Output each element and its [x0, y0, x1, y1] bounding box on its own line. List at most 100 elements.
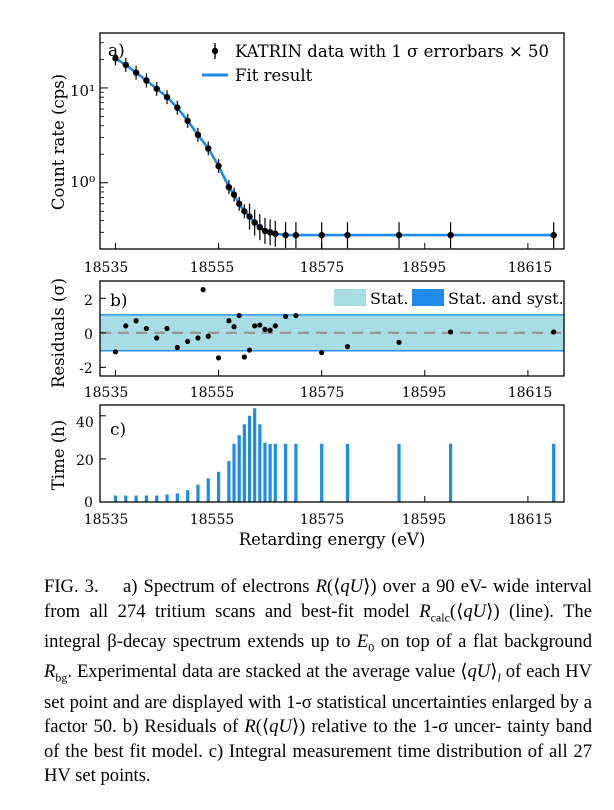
data-point — [395, 231, 403, 239]
time-bar — [186, 490, 190, 502]
caption-text: tainty band of the best fit model. c) In… — [44, 716, 592, 762]
stat-band — [100, 315, 564, 351]
panel-c-ytick-0: 0 — [84, 495, 93, 511]
caption-subscript: 0 — [368, 640, 375, 655]
time-bar — [144, 495, 148, 502]
caption-text: of each HV set point and — [44, 661, 592, 713]
panel-b-ytick-m2: -2 — [79, 361, 93, 377]
panel-b-label: b) — [110, 291, 128, 311]
residual-point — [123, 323, 129, 329]
time-bar — [206, 478, 210, 502]
panel-b-ytick-0: 0 — [84, 327, 93, 343]
residual-point — [267, 327, 273, 333]
time-bar — [258, 424, 262, 502]
panel-b-ylabel: Residuals (σ) — [49, 278, 68, 388]
time-bar — [247, 415, 252, 502]
time-bar — [448, 443, 453, 502]
panel-c-plot-area — [100, 408, 556, 503]
data-point — [132, 69, 140, 76]
data-point — [143, 77, 150, 84]
legend-data-label: KATRIN data with 1 σ errorbars × 50 — [235, 42, 549, 61]
panel-a: a) KATRIN data with 1 σ errorbars × 50 F… — [49, 32, 565, 276]
residual-point — [396, 339, 402, 345]
caption-text: on top of a flat background — [374, 630, 592, 652]
panel-c-ytick-20: 20 — [76, 453, 94, 469]
residual-point — [226, 318, 232, 324]
caption-text: (⟨ — [449, 600, 464, 622]
residual-point — [143, 325, 149, 332]
panel-a-plot-area — [100, 42, 557, 249]
panel-c-label: c) — [110, 420, 126, 440]
data-point — [225, 183, 233, 191]
data-point — [215, 162, 222, 170]
data-point — [272, 230, 279, 237]
data-point — [241, 208, 248, 215]
residual-point — [164, 325, 170, 332]
panel-b-ytick-2: 2 — [84, 293, 93, 309]
data-point — [230, 191, 238, 198]
legend-data-marker — [211, 47, 219, 55]
legend-stat-label: Stat. — [370, 289, 408, 308]
residual-point — [174, 344, 180, 351]
panel-c-ytick-40: 40 — [76, 415, 94, 431]
caption-subscript: l — [497, 670, 501, 685]
data-point — [205, 145, 212, 152]
time-bar — [263, 442, 267, 502]
data-point — [236, 200, 243, 207]
residual-point — [215, 355, 222, 361]
caption-math: R — [44, 661, 56, 683]
residual-point — [252, 323, 258, 329]
panel-c: c) 40 20 0 Time (h) 18535 18555 18575 18… — [49, 404, 565, 549]
time-bar — [294, 443, 298, 502]
panel-c-xtick-18575: 18575 — [300, 512, 345, 528]
caption-text: (⟨ — [255, 716, 270, 738]
panel-a-ylabel: Count rate (cps) — [49, 74, 68, 210]
data-point — [251, 219, 258, 226]
caption-text: ⟩) over a 90 eV- — [363, 576, 487, 597]
time-bar — [124, 495, 128, 502]
data-point — [261, 227, 269, 235]
residual-point — [293, 312, 299, 319]
panel-b-legend: Stat. Stat. and syst. — [334, 289, 564, 308]
residual-point — [283, 313, 289, 320]
panel-b-xtick-18555: 18555 — [190, 385, 235, 401]
residual-point — [344, 344, 351, 350]
panel-a-xticklabels: 18535 18555 18575 18595 18615 — [84, 260, 553, 276]
data-point — [163, 93, 171, 101]
caption-text: ⟩) (line). The integral β-decay spectrum… — [44, 600, 592, 652]
data-point — [246, 213, 253, 220]
time-bar — [237, 435, 241, 502]
legend-stat-swatch — [334, 289, 366, 306]
residual-point — [205, 333, 211, 339]
time-bar — [134, 495, 138, 502]
residual-point — [185, 338, 191, 345]
residual-point — [231, 324, 237, 330]
time-bar — [232, 443, 236, 502]
panel-a-frame — [99, 32, 565, 250]
panel-b-frame — [99, 280, 565, 377]
caption-text: a) Spectrum of electrons — [122, 576, 316, 597]
data-point — [122, 61, 129, 69]
figure-caption: FIG. 3. a) Spectrum of electrons R(⟨qU⟩)… — [44, 575, 592, 789]
caption-math: R — [419, 600, 431, 622]
residual-point — [200, 287, 206, 293]
panel-c-xtick-18615: 18615 — [508, 512, 553, 528]
caption-math: qU — [269, 716, 292, 738]
data-point — [184, 117, 191, 125]
time-bar — [165, 494, 169, 502]
panel-b-xtick-18575: 18575 — [300, 385, 345, 401]
time-bar — [284, 443, 288, 502]
caption-math: R — [315, 576, 327, 597]
caption-text: to — [335, 630, 357, 652]
panel-c-xtick-18555: 18555 — [190, 512, 235, 528]
caption-text: factor 50. b) Residuals of — [44, 716, 245, 738]
panel-a-label: a) — [108, 41, 125, 61]
data-point — [256, 223, 264, 231]
caption-text: stacked at the average value ⟨ — [245, 661, 468, 683]
caption-text: ⟩) relative to the 1-σ uncer- — [291, 716, 502, 738]
panel-c-frame — [99, 404, 565, 503]
residual-point — [246, 347, 253, 353]
panel-c-ylabel: Time (h) — [49, 420, 68, 490]
panel-a-xtick-18575: 18575 — [300, 260, 345, 276]
panel-b-xticklabels: 18535 18555 18575 18595 18615 — [84, 385, 553, 401]
